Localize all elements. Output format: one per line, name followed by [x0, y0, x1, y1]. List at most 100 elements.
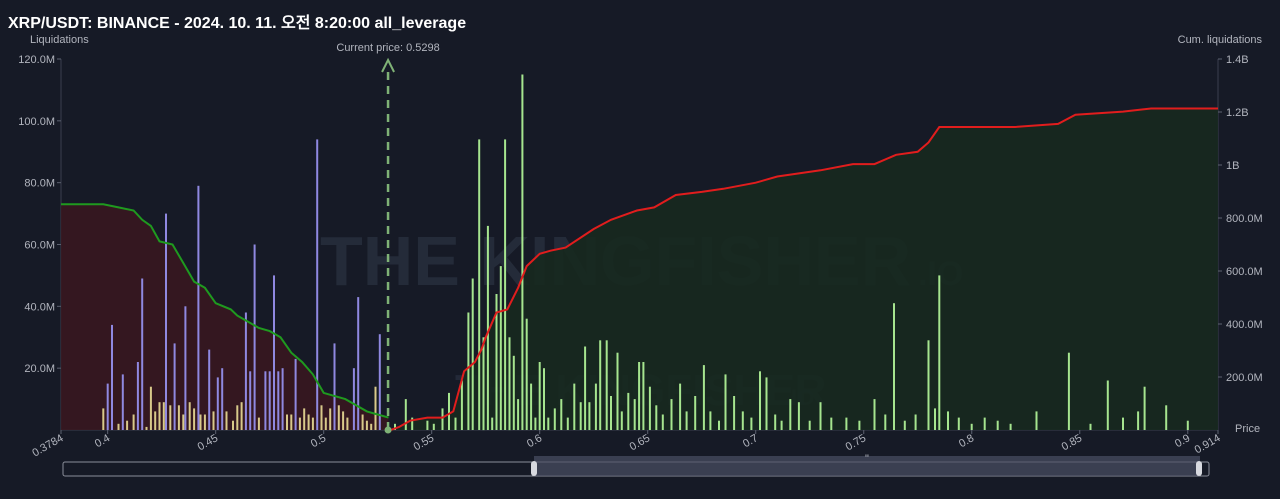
short-liquidation-bar	[627, 392, 630, 430]
long-liquidation-bar	[370, 423, 373, 430]
short-liquidation-bar	[404, 399, 407, 430]
short-liquidation-bar	[996, 420, 999, 430]
short-liquidation-bar	[685, 411, 688, 430]
short-liquidation-bar	[808, 420, 811, 430]
y-left-tick-label: 80.0M	[24, 178, 55, 190]
short-liquidation-bar	[819, 402, 822, 430]
short-liquidation-bar	[1035, 411, 1038, 430]
short-liquidation-bar	[1137, 411, 1140, 430]
long-liquidation-bar	[111, 324, 113, 430]
long-liquidation-bar	[193, 408, 196, 430]
short-liquidation-bar	[694, 396, 697, 430]
short-liquidation-bar	[508, 337, 511, 431]
long-liquidation-bar	[320, 405, 323, 430]
short-liquidation-bar	[1106, 380, 1109, 430]
long-liquidation-bar	[298, 417, 301, 430]
short-liquidation-bar	[741, 411, 744, 430]
short-liquidation-bar	[903, 420, 906, 430]
x-tick-label: 0.75	[844, 432, 869, 453]
long-liquidation-bar	[352, 368, 355, 430]
short-liquidation-bar	[789, 399, 792, 430]
long-liquidation-bar	[277, 371, 280, 430]
long-liquidation-bar	[221, 368, 224, 430]
long-liquidation-bar	[268, 371, 271, 430]
long-liquidation-bar	[249, 371, 252, 430]
short-liquidation-bar	[661, 414, 664, 430]
y-right-tick-label: 600.0M	[1226, 266, 1263, 278]
long-liquidation-bar	[357, 297, 360, 430]
short-liquidation-bar	[1186, 420, 1189, 430]
scrollbar-left-handle[interactable]	[531, 461, 537, 476]
short-liquidation-bar	[538, 362, 541, 430]
short-liquidation-bar	[448, 392, 450, 430]
long-liquidation-bar	[197, 185, 200, 430]
long-liquidation-bar	[346, 417, 349, 430]
long-liquidation-bar	[117, 423, 120, 430]
short-liquidation-bar	[1143, 386, 1146, 430]
long-liquidation-bar	[184, 306, 187, 430]
long-liquidation-bar	[169, 405, 172, 430]
short-liquidation-bar	[566, 417, 569, 430]
long-liquidation-bar	[290, 414, 293, 430]
short-liquidation-bar	[1122, 417, 1124, 430]
short-liquidation-bar	[584, 346, 587, 430]
scrollbar-grip[interactable]: "	[865, 453, 869, 465]
long-liquidation-bar	[273, 275, 275, 430]
long-liquidation-bar	[361, 414, 364, 430]
long-liquidation-bar	[232, 420, 234, 430]
short-liquidation-bar	[759, 371, 761, 430]
long-liquidation-bar	[136, 362, 139, 430]
scrollbar-selected-range[interactable]	[534, 456, 1200, 476]
short-liquidation-bar	[780, 420, 783, 430]
short-liquidation-bar	[547, 417, 550, 430]
short-liquidation-bar	[588, 402, 591, 430]
short-liquidation-bar	[858, 420, 861, 430]
short-liquidation-bar	[482, 337, 485, 431]
long-liquidation-bar	[177, 405, 180, 430]
long-cumulative-line	[61, 203, 389, 419]
y-right-tick-label: 1.4B	[1226, 54, 1249, 66]
short-liquidation-bar	[543, 368, 545, 430]
x-tick-label: 0.55	[412, 432, 437, 453]
short-liquidation-bar	[521, 74, 524, 430]
long-liquidation-bar	[253, 244, 256, 430]
y-left-tick-label: 20.0M	[24, 363, 55, 375]
long-liquidation-bar	[365, 420, 368, 430]
short-liquidation-bar	[426, 420, 429, 430]
long-liquidation-bar	[264, 371, 267, 430]
y-left-tick-label: 100.0M	[18, 116, 55, 128]
short-liquidation-bar	[750, 417, 753, 430]
x-edge-label-min: 0.3784	[30, 432, 65, 459]
short-liquidation-bar	[467, 312, 470, 430]
scrollbar-right-handle[interactable]	[1196, 461, 1202, 476]
short-liquidation-bar	[594, 383, 597, 430]
short-liquidation-bar	[957, 417, 960, 430]
y-right-tick-label: 400.0M	[1226, 319, 1263, 331]
current-price-dot	[384, 426, 392, 434]
long-liquidation-bar	[244, 312, 247, 430]
short-liquidation-bar	[845, 417, 848, 430]
short-liquidation-bar	[491, 417, 494, 430]
y-right-tick-label: 200.0M	[1226, 372, 1263, 384]
long-liquidation-bar	[311, 417, 314, 430]
short-liquidation-bar	[517, 399, 520, 430]
y-right-tick-label: 800.0M	[1226, 213, 1263, 225]
long-liquidation-bar	[324, 417, 327, 430]
short-liquidation-bar	[797, 402, 800, 430]
current-price-arrow	[381, 57, 395, 73]
short-cumulative-area	[390, 108, 1219, 430]
short-liquidation-bar	[394, 423, 396, 430]
short-liquidation-bar	[718, 420, 720, 430]
short-liquidation-bar	[934, 408, 936, 430]
short-liquidation-bar	[495, 294, 498, 430]
short-liquidation-bar	[432, 423, 435, 430]
short-liquidation-bar	[1009, 423, 1012, 430]
short-liquidation-bar	[534, 417, 537, 430]
short-liquidation-bar	[893, 303, 895, 430]
long-liquidation-bar	[333, 343, 336, 430]
x-tick-label: 0.8	[957, 432, 976, 450]
short-liquidation-bar	[983, 417, 986, 430]
long-liquidation-bar	[236, 405, 239, 430]
range-scrollbar[interactable]: "	[62, 453, 1210, 477]
short-liquidation-bar	[1165, 405, 1168, 430]
